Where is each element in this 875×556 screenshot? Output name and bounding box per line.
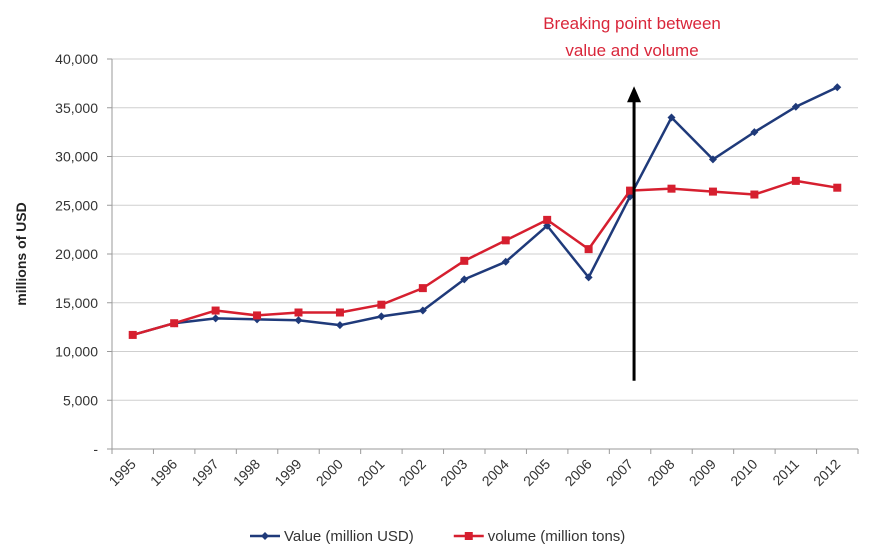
- y-tick-label: 5,000: [63, 392, 98, 408]
- y-axis-label: millions of USD: [13, 202, 29, 305]
- data-point: [335, 308, 344, 317]
- data-point: [501, 236, 510, 245]
- y-tick-label: -: [93, 441, 98, 457]
- data-point: [253, 311, 262, 320]
- data-point: [750, 190, 759, 199]
- legend-swatch-marker: [464, 532, 473, 540]
- data-point: [418, 306, 427, 315]
- x-tick-label: 2008: [644, 456, 677, 489]
- annotation-arrow-head: [627, 86, 642, 103]
- data-point: [294, 308, 303, 317]
- data-point: [750, 128, 759, 137]
- series-line: [132, 86, 838, 337]
- data-point: [708, 155, 717, 164]
- data-point: [377, 312, 386, 321]
- data-point: [128, 330, 137, 339]
- data-point: [211, 306, 220, 315]
- x-tick-label: 2006: [561, 456, 594, 489]
- x-tick-label: 1996: [147, 456, 180, 489]
- annotation: Breaking point between value and volume: [543, 14, 721, 381]
- x-tick-label: 1999: [271, 456, 304, 489]
- x-tick-label: 2004: [478, 456, 511, 489]
- data-point: [170, 319, 179, 328]
- data-point: [211, 314, 220, 323]
- axes: [107, 58, 859, 454]
- y-tick-label: 40,000: [55, 51, 98, 67]
- data-point: [460, 256, 469, 265]
- data-point: [667, 113, 676, 122]
- data-point: [418, 284, 427, 293]
- x-tick-label: 1998: [230, 456, 263, 489]
- data-point: [377, 300, 386, 309]
- y-tick-label: 25,000: [55, 197, 98, 213]
- data-point: [584, 245, 593, 254]
- data-point: [791, 176, 800, 185]
- x-tick-label: 1995: [105, 456, 138, 489]
- legend-label: Value (million USD): [284, 528, 414, 545]
- y-tick-label: 30,000: [55, 149, 98, 165]
- annotation-line-1: Breaking point between: [543, 14, 721, 33]
- x-tick-label: 2003: [437, 456, 470, 489]
- data-point: [335, 321, 344, 330]
- x-tick-label: 2011: [769, 456, 802, 489]
- x-tick-label: 2009: [686, 456, 719, 489]
- legend-item: Value (million USD): [250, 528, 414, 545]
- data-point: [791, 102, 800, 111]
- data-point: [501, 257, 510, 266]
- data-point: [833, 83, 842, 92]
- x-tick-label: 2005: [520, 456, 553, 489]
- x-tick-label: 2000: [313, 456, 346, 489]
- annotation-line-2: value and volume: [565, 41, 698, 60]
- legend-swatch-marker: [261, 532, 269, 540]
- data-point: [460, 275, 469, 284]
- y-tick-label: 15,000: [55, 295, 98, 311]
- data-point: [543, 215, 552, 224]
- legend-label: volume (million tons): [488, 528, 626, 545]
- x-tick-label: 2001: [354, 456, 387, 489]
- x-tick-label: 2012: [810, 456, 843, 489]
- data-point: [667, 184, 676, 193]
- x-tick-label: 2007: [603, 456, 636, 489]
- gridlines: [112, 58, 858, 401]
- data-point: [626, 186, 635, 195]
- y-tick-label: 10,000: [55, 344, 98, 360]
- series-value: [128, 83, 842, 339]
- x-tick-label: 2002: [396, 456, 429, 489]
- series-group: [128, 83, 842, 339]
- y-axis-ticks: - 5,000 10,000 15,000 20,000 25,000 30,000 35,0…: [55, 51, 98, 457]
- data-point: [294, 316, 303, 325]
- legend: Value (million USD) volume (million tons): [250, 528, 625, 545]
- x-axis-ticks: 1995 1996 1997 1998 1999 2000 2001 2002 2003 2004…: [105, 456, 843, 489]
- data-point: [708, 187, 717, 196]
- series-line: [132, 179, 838, 337]
- data-point: [833, 183, 842, 192]
- legend-item: volume (million tons): [453, 528, 626, 545]
- series-volume: [128, 176, 842, 339]
- y-tick-label: 35,000: [55, 100, 98, 116]
- x-tick-label: 1997: [188, 456, 221, 489]
- y-tick-label: 20,000: [55, 246, 98, 262]
- data-point: [584, 273, 593, 282]
- x-tick-label: 2010: [727, 456, 760, 489]
